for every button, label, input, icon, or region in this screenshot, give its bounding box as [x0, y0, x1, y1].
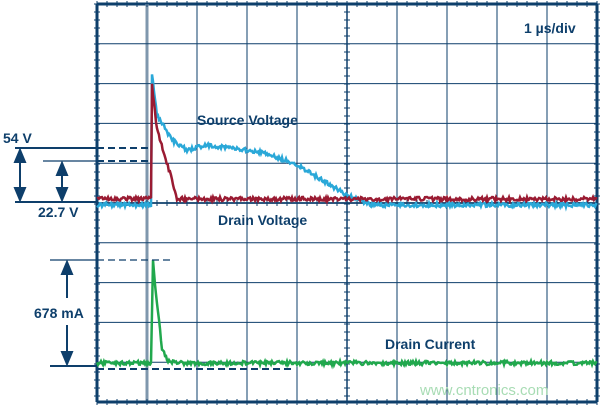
timebase-label: 1 µs/div — [524, 20, 576, 36]
current-label: 678 mA — [34, 305, 84, 321]
annotations: 54 V 22.7 V 678 mA Source Voltage Drain … — [3, 20, 576, 399]
source-voltage-label: Source Voltage — [197, 112, 298, 128]
double-arrow-icon — [15, 150, 72, 364]
drain-voltage-label: Drain Voltage — [218, 212, 307, 228]
v-high-label: 54 V — [3, 130, 32, 146]
watermark: www.cntronics.com — [419, 382, 548, 399]
v-low-label: 22.7 V — [38, 204, 79, 220]
drain-current-label: Drain Current — [385, 336, 476, 352]
